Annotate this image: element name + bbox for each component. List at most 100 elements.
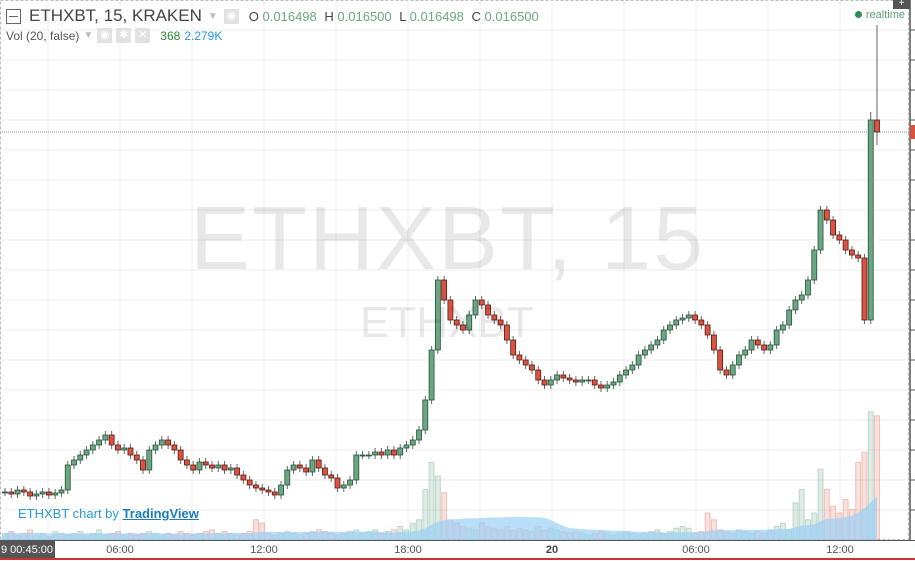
candle-down	[541, 379, 548, 386]
candle-up	[434, 279, 441, 351]
candle-up	[585, 379, 592, 382]
candle-up	[58, 489, 65, 494]
candle-down	[572, 379, 579, 383]
symbol-title[interactable]: ETHXBT, 15, KRAKEN	[29, 6, 202, 25]
candle-down	[184, 459, 190, 466]
watermark-symbol: ETHXBT, 15	[190, 189, 706, 289]
candle-up	[742, 349, 749, 356]
open-value: 0.016498	[262, 8, 317, 24]
volume-study-title[interactable]: Vol (20, false)	[6, 28, 80, 43]
add-button[interactable]: +	[893, 0, 910, 9]
candle-down	[115, 444, 121, 451]
candle-up	[422, 399, 429, 431]
candle-up	[64, 464, 71, 491]
candle-down	[447, 299, 454, 321]
time-label: 18:00	[394, 544, 422, 556]
candle-up	[121, 447, 128, 451]
candle-down	[842, 239, 849, 251]
candle-down	[485, 304, 491, 316]
candle-up	[77, 454, 84, 461]
candle-up	[798, 294, 805, 301]
candle-up	[635, 354, 642, 366]
candle-up	[89, 444, 96, 451]
chevron-down-icon[interactable]: ▼	[83, 30, 94, 41]
realtime-indicator: realtime	[854, 9, 905, 21]
candle-down	[849, 249, 855, 256]
close-icon[interactable]: ✕	[135, 28, 151, 43]
candle-up	[403, 444, 410, 449]
candle-up	[409, 439, 416, 446]
close-label: C	[471, 8, 481, 24]
volume-ma-area	[0, 496, 877, 540]
candle-down	[591, 379, 598, 386]
candle-down	[27, 491, 33, 497]
candle-down	[529, 364, 535, 371]
time-label: 12:00	[250, 544, 278, 556]
high-label: H	[324, 8, 334, 24]
candle-up	[384, 449, 391, 456]
candle-down	[202, 461, 209, 466]
chevron-down-icon[interactable]: ▼	[207, 10, 218, 22]
candle-up	[654, 339, 661, 346]
candle-up	[309, 459, 316, 473]
candle-up	[472, 299, 479, 316]
candle-down	[460, 324, 466, 331]
candle-up	[779, 324, 786, 331]
candle-down	[315, 459, 322, 469]
candle-up	[805, 279, 811, 296]
eye-icon[interactable]: ◉	[223, 8, 239, 24]
candle-up	[33, 493, 40, 497]
candle-up	[227, 467, 234, 471]
candle-down	[234, 467, 241, 476]
candle-down	[754, 339, 761, 346]
candle-up	[867, 119, 874, 321]
candle-down	[441, 279, 448, 301]
candle-up	[616, 374, 623, 383]
candle-up	[792, 299, 799, 311]
candle-up	[604, 384, 611, 389]
time-label: 06:00	[106, 544, 134, 556]
volume-value: 368	[160, 28, 181, 43]
candle-down	[246, 479, 253, 486]
candle-down	[692, 314, 698, 321]
last-price-marker	[910, 125, 915, 139]
candle-down	[209, 464, 215, 469]
candle-down	[491, 314, 498, 321]
candle-up	[547, 379, 554, 386]
candle-up	[736, 354, 742, 366]
candle-down	[698, 319, 705, 326]
low-value: 0.016498	[409, 8, 464, 24]
candle-up	[673, 319, 680, 326]
candle-down	[165, 439, 172, 446]
candle-down	[334, 477, 341, 489]
candle-up	[623, 369, 629, 376]
high-value: 0.016500	[337, 8, 392, 24]
gear-icon[interactable]: ✱	[116, 28, 132, 43]
candle-down	[830, 219, 836, 236]
low-label: L	[399, 8, 407, 24]
open-label: O	[248, 8, 259, 24]
candle-down	[717, 349, 724, 371]
candle-up	[729, 364, 736, 376]
bottom-border	[0, 558, 915, 560]
tradingview-link[interactable]: TradingView	[122, 506, 199, 521]
candle-up	[290, 464, 297, 471]
candle-down	[535, 369, 542, 381]
volume-legend: Vol (20, false) ▼ ◉ ✱ ✕ 368 2.279K	[6, 28, 222, 43]
candle-up	[102, 434, 109, 441]
candle-down	[296, 464, 303, 469]
candle-down	[855, 254, 862, 259]
time-axis[interactable]: 9 00:45:00 06:00 12:00 18:00 20 06:00 12…	[0, 540, 915, 561]
collapse-icon[interactable]	[6, 8, 21, 24]
eye-icon[interactable]: ◉	[97, 28, 113, 43]
candle-up	[667, 324, 673, 331]
candle-down	[177, 449, 184, 461]
candle-up	[347, 479, 353, 486]
candle-down	[761, 344, 767, 351]
candle-down	[560, 374, 567, 379]
candle-up	[811, 249, 818, 281]
candle-down	[20, 489, 27, 493]
candle-up	[767, 344, 774, 351]
candle-down	[823, 209, 830, 221]
